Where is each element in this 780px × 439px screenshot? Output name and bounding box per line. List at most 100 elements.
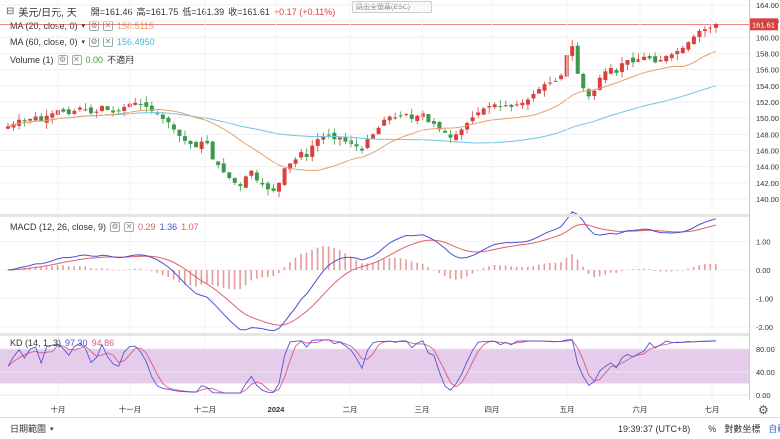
candle-body: [227, 172, 232, 178]
candle-body: [365, 139, 370, 149]
macd-histogram-bar: [394, 257, 396, 270]
candle-body: [77, 107, 82, 110]
candle-body: [33, 116, 38, 121]
macd-histogram-bar: [7, 270, 9, 271]
macd-histogram-bar: [681, 270, 684, 271]
candle-body: [691, 36, 696, 45]
candle-body: [282, 168, 287, 185]
chevron-down-icon[interactable]: ▾: [81, 23, 86, 30]
price-axis-border: [749, 0, 750, 400]
candle-body: [304, 153, 309, 157]
candle-body: [442, 130, 447, 133]
macd-histogram-bar: [565, 257, 568, 270]
macd-histogram-bar: [648, 269, 651, 270]
candle-body: [586, 89, 591, 97]
volume-value: 0.00: [85, 54, 104, 65]
macd-histogram-bar: [333, 248, 335, 270]
candle-body: [470, 117, 475, 122]
macd-histogram-bar: [283, 267, 286, 270]
close-icon[interactable]: ✕: [124, 222, 135, 232]
last-price-tag: [750, 18, 778, 31]
candle-body: [697, 30, 702, 37]
macd-histogram-bar: [499, 265, 501, 270]
macd-histogram-bar: [338, 250, 341, 270]
macd-histogram-bar: [344, 253, 347, 270]
gear-icon[interactable]: ⚙: [758, 403, 769, 417]
date-range-control[interactable]: 日期範圍 ▾: [10, 422, 54, 435]
candle-body: [138, 103, 143, 105]
date-range-label[interactable]: 日期範圍: [10, 424, 47, 434]
pane-separator[interactable]: [0, 333, 749, 336]
macd-histogram-bar: [687, 268, 689, 270]
candle-body: [271, 188, 276, 191]
pane-separator[interactable]: [0, 214, 749, 217]
candle-body: [686, 42, 691, 50]
time-axis-label: 四月: [485, 405, 500, 414]
macd-histogram-bar: [278, 270, 280, 274]
auto-scale-toggle[interactable]: 自動: [768, 424, 780, 434]
time-axis-label: 十一月: [119, 404, 142, 414]
macd-histogram-bar: [615, 270, 618, 273]
macd-histogram-bar: [62, 265, 64, 270]
price-tick-label: 142.00: [756, 179, 779, 188]
candle-body: [382, 119, 387, 126]
chevron-down-icon[interactable]: ▾: [81, 39, 86, 46]
candle-body: [669, 54, 674, 59]
log-scale-toggle[interactable]: 對數坐標: [724, 424, 761, 434]
candle-body: [354, 144, 359, 147]
macd-histogram-bar: [73, 266, 75, 270]
time-axis-label: 十月: [51, 404, 66, 414]
candle-body: [332, 132, 337, 140]
candle-body: [658, 59, 663, 62]
price-tick-label: 160.00: [756, 33, 779, 42]
macd-histogram-bar: [543, 263, 546, 270]
candle-body: [675, 51, 680, 55]
macd-histogram-bar: [388, 257, 391, 270]
candle-body: [149, 105, 154, 111]
settings-icon[interactable]: ⚙: [110, 222, 121, 232]
candle-body: [310, 145, 315, 157]
collapse-icon[interactable]: ⊟: [6, 6, 15, 17]
macd-tick-label: 1.00: [756, 238, 771, 247]
price-tick-label: 158.00: [756, 50, 779, 59]
macd-histogram-bar: [355, 259, 358, 270]
ma20-label[interactable]: MA (20, close, 0): [10, 21, 78, 31]
volume-label[interactable]: Volume (1): [10, 54, 54, 65]
macd-histogram-bar: [703, 264, 706, 270]
macd-histogram-bar: [200, 270, 203, 285]
kd-d-line: [7, 339, 717, 394]
candle-body: [299, 152, 304, 158]
macd-histogram-bar: [698, 265, 701, 270]
macd-histogram-bar: [665, 270, 667, 272]
macd-histogram-bar: [582, 266, 584, 270]
candle-body: [597, 77, 602, 90]
price-tick-label: 144.00: [756, 163, 779, 172]
ma20-line: [7, 50, 717, 171]
candle-body: [653, 56, 658, 63]
macd-histogram-bar: [195, 270, 197, 287]
kd-label[interactable]: KD (14, 1, 3): [10, 338, 62, 348]
macd-histogram-bar: [715, 263, 717, 270]
chevron-down-icon[interactable]: ▾: [50, 425, 54, 433]
macd-histogram-bar: [322, 246, 324, 270]
candle-body: [50, 113, 55, 118]
symbol-label[interactable]: 美元/日元, 天: [18, 8, 77, 19]
macd-label[interactable]: MACD (12, 26, close, 9): [10, 222, 107, 232]
exit-fullscreen-hint[interactable]: 跳出全螢幕(ESC): [352, 1, 432, 13]
price-tick-label: 150.00: [756, 114, 779, 123]
candle-body: [166, 117, 171, 123]
macd-histogram-bar: [410, 261, 413, 270]
candle-body: [642, 56, 647, 61]
macd-histogram-bar: [95, 268, 98, 270]
macd-histogram-bar: [493, 265, 496, 270]
ma60-label[interactable]: MA (60, close, 0): [10, 37, 78, 47]
percent-toggle[interactable]: %: [708, 423, 717, 434]
price-tick-label: 140.00: [756, 195, 779, 204]
candle-body: [216, 161, 221, 166]
macd-histogram-bar: [206, 270, 208, 284]
macd-histogram-bar: [101, 268, 103, 270]
candle-body: [94, 111, 99, 113]
kd-d-value: 94.86: [91, 338, 115, 348]
close-icon[interactable]: ✕: [71, 54, 82, 65]
